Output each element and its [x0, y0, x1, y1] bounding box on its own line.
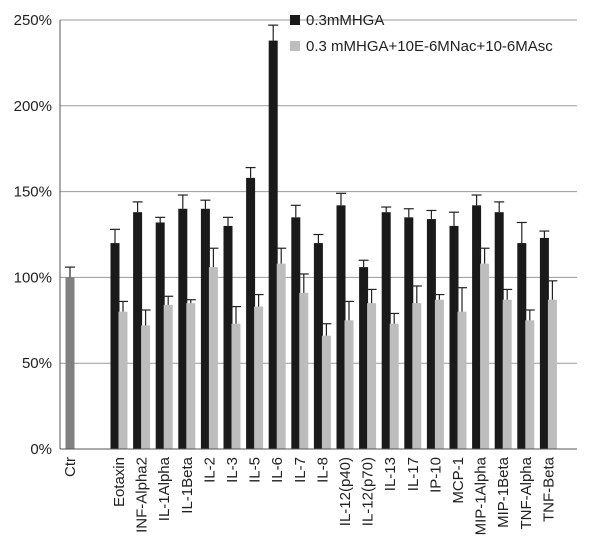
- x-tick-label: IL-6: [269, 457, 286, 483]
- x-tick-label: MIP-1Alpha: [473, 456, 490, 535]
- x-tick-label: IP-10: [427, 457, 444, 493]
- x-tick-label: IL-13: [382, 457, 399, 491]
- x-tick-label: IL-17: [405, 457, 422, 491]
- error-bars: [65, 24, 558, 336]
- bar-series-2: [141, 325, 151, 449]
- x-tick-label: IL-12(p70): [360, 457, 377, 526]
- x-axis-ticks: Ctr Eotaxin INF-Alpha2 IL-1Alpha IL-1Beta IL-…: [62, 456, 557, 535]
- x-tick-label: TNF-Alpha: [518, 456, 535, 529]
- y-tick-label: 250%: [14, 12, 52, 29]
- bar-series-1: [291, 217, 301, 449]
- y-tick-label: 150%: [14, 184, 52, 201]
- bar-series-2: [412, 303, 422, 449]
- y-tick-label: 100%: [14, 269, 52, 286]
- bar-series-1: [449, 225, 459, 449]
- bar-series-1: [359, 267, 369, 449]
- bar-series-1: [404, 217, 414, 449]
- y-tick-label: 50%: [22, 355, 52, 372]
- x-tick-label: IL-3: [224, 457, 241, 483]
- x-tick-label: Ctr: [62, 457, 79, 477]
- bar-series-2: [389, 323, 399, 449]
- legend: 0.3mMHGA 0.3 mMHGA+10E-6MNac+10-6MAsc: [290, 12, 553, 55]
- x-tick-label: IL-5: [247, 457, 264, 483]
- x-tick-label: MCP-1: [450, 457, 467, 504]
- x-tick-label: IL-8: [314, 457, 331, 483]
- legend-label-series-2: 0.3 mMHGA+10E-6MNac+10-6MAsc: [306, 38, 553, 55]
- bar-series-2: [118, 311, 128, 449]
- bar-series-1: [155, 222, 165, 449]
- bar-series-1: [133, 212, 143, 449]
- x-tick-label: Eotaxin: [111, 457, 128, 507]
- bar-series-2: [547, 299, 557, 449]
- bar-series-1: [313, 243, 323, 449]
- bar-series-2: [525, 320, 535, 449]
- bar-series-1: [200, 208, 210, 449]
- bar-series-2: [208, 267, 218, 449]
- x-tick-label: MIP-1Beta: [495, 456, 512, 528]
- bar-series-1: [246, 177, 256, 449]
- bar-series-2: [434, 299, 444, 449]
- bars: [65, 40, 557, 449]
- bar-series-1: [381, 212, 391, 449]
- bar-series-2: [321, 335, 331, 449]
- y-axis-ticks: 0% 50% 100% 150% 200% 250%: [14, 12, 52, 458]
- bar-series-2: [186, 303, 196, 449]
- y-tick-label: 0%: [30, 441, 52, 458]
- x-tick-label: IL-7: [292, 457, 309, 483]
- legend-swatch-series-2: [290, 41, 300, 51]
- bar-series-2: [367, 303, 377, 449]
- bar-control: [65, 277, 75, 449]
- x-tick-label: IL-2: [201, 457, 218, 483]
- y-tick-label: 200%: [14, 98, 52, 115]
- legend-swatch-series-1: [290, 15, 300, 25]
- bar-series-1: [472, 205, 482, 449]
- bar-series-2: [299, 292, 309, 449]
- x-tick-label: INF-Alpha2: [134, 457, 151, 533]
- bar-series-1: [539, 237, 549, 449]
- bar-series-2: [276, 263, 286, 449]
- x-tick-label: IL-12(p40): [337, 457, 354, 526]
- bar-series-2: [254, 306, 264, 449]
- bar-series-2: [457, 311, 467, 449]
- bar-series-2: [502, 299, 512, 449]
- bar-series-1: [494, 212, 504, 449]
- bar-series-1: [110, 243, 120, 449]
- x-tick-label: TNF-Beta: [540, 456, 557, 522]
- bar-series-1: [178, 208, 188, 449]
- legend-label-series-1: 0.3mMHGA: [306, 12, 384, 29]
- bar-series-1: [336, 205, 346, 449]
- bar-series-2: [344, 320, 354, 449]
- bar-series-2: [231, 323, 241, 449]
- x-tick-label: IL-1Alpha: [156, 456, 173, 521]
- bar-series-1: [223, 225, 233, 449]
- x-tick-label: IL-1Beta: [179, 456, 196, 513]
- bar-series-1: [426, 219, 436, 449]
- bar-series-2: [163, 304, 173, 449]
- bar-series-2: [480, 263, 490, 449]
- bar-series-1: [268, 40, 278, 449]
- bar-series-1: [517, 243, 527, 449]
